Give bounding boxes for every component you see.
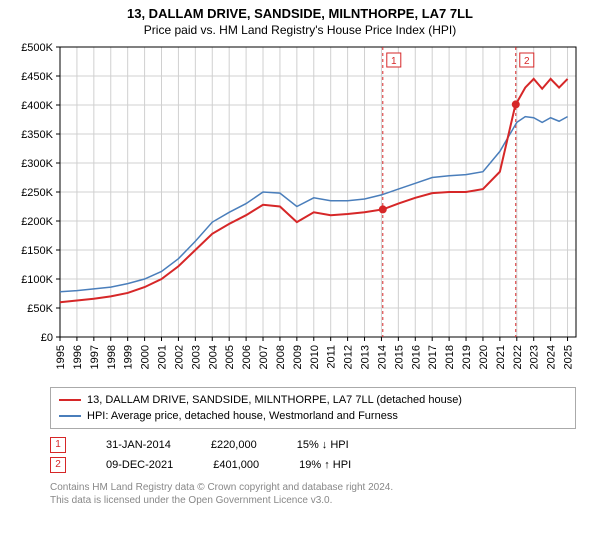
svg-text:£300K: £300K (21, 158, 53, 170)
svg-text:2020: 2020 (478, 345, 490, 369)
svg-text:2005: 2005 (224, 345, 236, 369)
svg-text:£50K: £50K (27, 303, 53, 315)
chart-container: 13, DALLAM DRIVE, SANDSIDE, MILNTHORPE, … (0, 0, 600, 560)
svg-text:£250K: £250K (21, 187, 53, 199)
marker-1-delta: 15% ↓ HPI (297, 435, 349, 455)
svg-text:2025: 2025 (563, 345, 575, 369)
svg-text:£450K: £450K (21, 71, 53, 83)
legend-swatch-property (59, 399, 81, 401)
svg-text:2010: 2010 (309, 345, 321, 369)
marker-2-date: 09-DEC-2021 (106, 455, 173, 475)
svg-text:£500K: £500K (21, 42, 53, 54)
chart-title: 13, DALLAM DRIVE, SANDSIDE, MILNTHORPE, … (0, 0, 600, 21)
svg-text:2018: 2018 (444, 345, 456, 369)
svg-text:2002: 2002 (173, 345, 185, 369)
svg-text:1: 1 (391, 56, 397, 67)
svg-text:2021: 2021 (495, 345, 507, 369)
legend-item-property: 13, DALLAM DRIVE, SANDSIDE, MILNTHORPE, … (59, 392, 567, 408)
legend-label-hpi: HPI: Average price, detached house, West… (87, 408, 398, 424)
svg-text:1996: 1996 (72, 345, 84, 369)
svg-text:1999: 1999 (123, 345, 135, 369)
svg-text:1997: 1997 (89, 345, 101, 369)
svg-text:2022: 2022 (512, 345, 524, 369)
legend-label-property: 13, DALLAM DRIVE, SANDSIDE, MILNTHORPE, … (87, 392, 462, 408)
svg-text:2019: 2019 (461, 345, 473, 369)
marker-1-date: 31-JAN-2014 (106, 435, 171, 455)
svg-text:£400K: £400K (21, 100, 53, 112)
svg-text:£150K: £150K (21, 245, 53, 257)
svg-text:£100K: £100K (21, 274, 53, 286)
svg-text:2: 2 (524, 56, 530, 67)
line-chart-svg: £0 £50K £100K £150K £200K £250K £300K £350K £400… (10, 41, 590, 381)
svg-text:2001: 2001 (157, 345, 169, 369)
svg-text:2014: 2014 (376, 345, 388, 369)
marker-row-1: 1 31-JAN-2014 £220,000 15% ↓ HPI (50, 435, 576, 455)
svg-text:£200K: £200K (21, 216, 53, 228)
marker-row-2: 2 09-DEC-2021 £401,000 19% ↑ HPI (50, 455, 576, 475)
legend: 13, DALLAM DRIVE, SANDSIDE, MILNTHORPE, … (50, 387, 576, 429)
chart-subtitle: Price paid vs. HM Land Registry's House … (0, 21, 600, 41)
svg-text:2003: 2003 (190, 345, 202, 369)
footer-line-2: This data is licensed under the Open Gov… (50, 494, 576, 507)
svg-text:2011: 2011 (326, 345, 338, 369)
marker-badge-2: 2 (50, 457, 66, 473)
svg-text:2023: 2023 (529, 345, 541, 369)
svg-text:2024: 2024 (546, 345, 558, 369)
legend-swatch-hpi (59, 415, 81, 417)
svg-text:1998: 1998 (106, 345, 118, 369)
marker-badge-2-num: 2 (55, 455, 61, 475)
marker-badge-1-num: 1 (55, 435, 61, 455)
svg-text:2008: 2008 (275, 345, 287, 369)
svg-text:1995: 1995 (55, 345, 67, 369)
footer-line-1: Contains HM Land Registry data © Crown c… (50, 481, 576, 494)
marker-badge-1: 1 (50, 437, 66, 453)
svg-text:2006: 2006 (241, 345, 253, 369)
svg-text:2004: 2004 (207, 345, 219, 369)
svg-text:2016: 2016 (410, 345, 422, 369)
marker-1-price: £220,000 (211, 435, 257, 455)
marker-table: 1 31-JAN-2014 £220,000 15% ↓ HPI 2 09-DE… (50, 435, 576, 475)
svg-text:2009: 2009 (292, 345, 304, 369)
legend-item-hpi: HPI: Average price, detached house, West… (59, 408, 567, 424)
svg-text:2017: 2017 (427, 345, 439, 369)
svg-text:£350K: £350K (21, 129, 53, 141)
svg-text:2012: 2012 (343, 345, 355, 369)
svg-text:2015: 2015 (393, 345, 405, 369)
svg-text:2013: 2013 (360, 345, 372, 369)
chart-area: £0 £50K £100K £150K £200K £250K £300K £350K £400… (10, 41, 590, 381)
svg-text:2007: 2007 (258, 345, 270, 369)
marker-2-price: £401,000 (213, 455, 259, 475)
marker-2-delta: 19% ↑ HPI (299, 455, 351, 475)
svg-text:2000: 2000 (140, 345, 152, 369)
svg-text:£0: £0 (41, 332, 53, 344)
footer: Contains HM Land Registry data © Crown c… (50, 481, 576, 507)
